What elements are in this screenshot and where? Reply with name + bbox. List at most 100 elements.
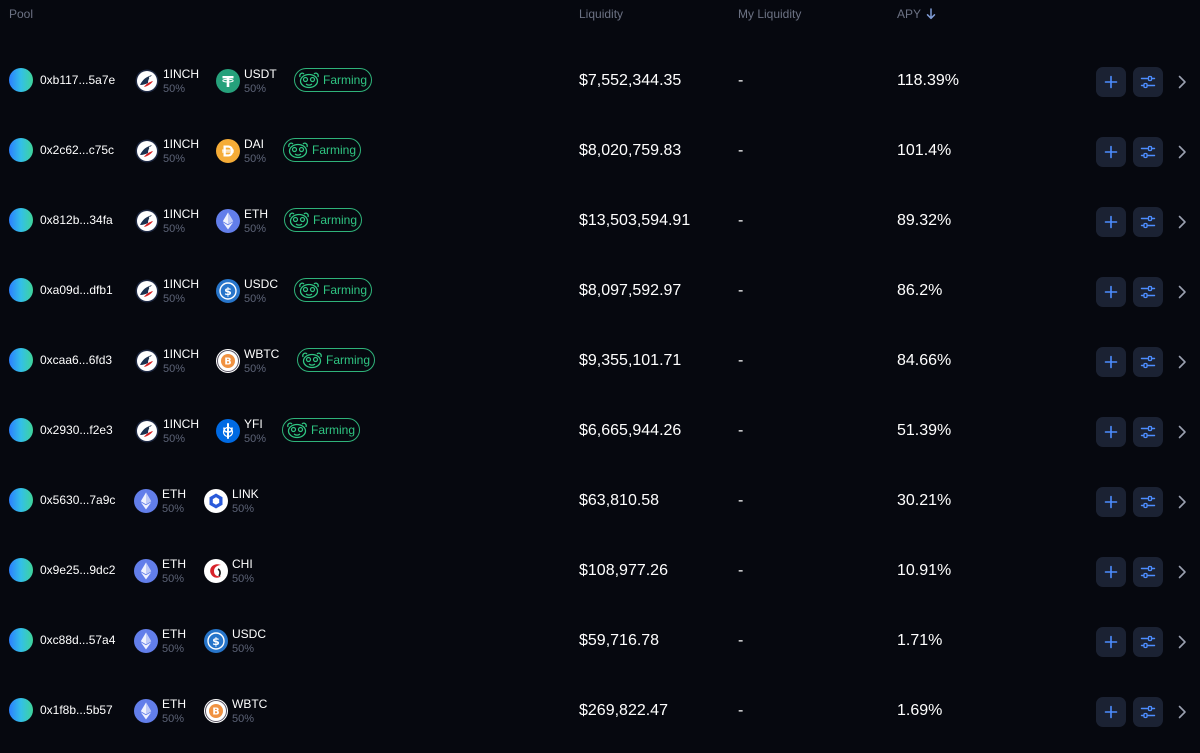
eth-icon <box>216 209 240 233</box>
pool-settings-button[interactable] <box>1133 277 1163 307</box>
farming-badge[interactable]: Farming <box>297 348 375 372</box>
add-liquidity-button[interactable] <box>1096 697 1126 727</box>
pool-settings-button[interactable] <box>1133 557 1163 587</box>
token0-symbol: ETH <box>162 487 186 501</box>
pool-settings-button[interactable] <box>1133 347 1163 377</box>
pool-settings-button[interactable] <box>1133 697 1163 727</box>
token1-weight: 50% <box>232 643 255 655</box>
token0-symbol: 1INCH <box>163 137 200 151</box>
chevron-right-icon[interactable] <box>1175 73 1189 91</box>
liquidity-value: $7,552,344.35 <box>579 72 682 89</box>
add-liquidity-button[interactable] <box>1096 487 1126 517</box>
pool-row[interactable]: 0xc88d...57a4 ETH 50% $ USDC 50% $59,716.78 - 1.… <box>0 606 1200 676</box>
token0-weight: 50% <box>162 573 185 585</box>
add-liquidity-button[interactable] <box>1096 137 1126 167</box>
pool-avatar-icon <box>9 698 33 722</box>
sliders-icon <box>1140 635 1156 649</box>
apy-value: 30.21% <box>897 492 952 509</box>
farming-badge[interactable]: Farming <box>294 68 372 92</box>
chevron-right-icon[interactable] <box>1175 703 1189 721</box>
eth-icon <box>134 629 158 653</box>
column-header-my-liquidity[interactable]: My Liquidity <box>738 7 802 21</box>
pool-avatar-icon <box>9 628 33 652</box>
column-header-liquidity[interactable]: Liquidity <box>579 7 624 21</box>
token1-weight: 50% <box>244 223 267 235</box>
farming-label: Farming <box>323 283 368 297</box>
pool-row[interactable]: 0xb117...5a7e 1INCH 50% USDT 50% Farming $7,55… <box>0 46 1200 116</box>
token0-weight: 50% <box>163 223 186 235</box>
pool-address[interactable]: 0x9e25...9dc2 <box>40 563 116 577</box>
sliders-icon <box>1140 215 1156 229</box>
svg-text:B: B <box>212 707 219 718</box>
chevron-right-icon[interactable] <box>1175 423 1189 441</box>
pool-row[interactable]: 0x9e25...9dc2 ETH 50% CHI 50% $108,977.26 - 10.… <box>0 536 1200 606</box>
pool-settings-button[interactable] <box>1133 487 1163 517</box>
add-liquidity-button[interactable] <box>1096 417 1126 447</box>
token1-symbol: LINK <box>232 487 259 501</box>
farming-label: Farming <box>323 73 368 87</box>
chevron-right-icon[interactable] <box>1175 213 1189 231</box>
chevron-right-icon[interactable] <box>1175 283 1189 301</box>
pool-row[interactable]: 0x812b...34fa 1INCH 50% ETH 50% Farming $13,50… <box>0 186 1200 256</box>
liquidity-value: $269,822.47 <box>579 702 668 719</box>
apy-value: 118.39% <box>897 72 959 89</box>
add-liquidity-button[interactable] <box>1096 277 1126 307</box>
svg-text:$: $ <box>212 635 220 648</box>
farming-badge[interactable]: Farming <box>294 278 372 302</box>
liquidity-value: $8,020,759.83 <box>579 142 682 159</box>
pool-row[interactable]: 0xa09d...dfb1 1INCH 50% $ USDC 50% Farming $8,0… <box>0 256 1200 326</box>
chevron-right-icon[interactable] <box>1175 493 1189 511</box>
usdc-icon: $ <box>216 279 240 303</box>
pool-avatar-icon <box>9 278 33 302</box>
sliders-icon <box>1140 495 1156 509</box>
dai-icon <box>216 139 240 163</box>
wbtc-icon: B <box>204 699 228 723</box>
pool-address[interactable]: 0x2c62...c75c <box>40 143 115 157</box>
pool-settings-button[interactable] <box>1133 137 1163 167</box>
pool-row[interactable]: 0x2c62...c75c 1INCH 50% DAI 50% Farming $8,020… <box>0 116 1200 186</box>
pool-row[interactable]: 0x2930...f2e3 1INCH 50% YFI 50% Farming $6,665… <box>0 396 1200 466</box>
pool-avatar-icon <box>9 418 33 442</box>
farming-badge[interactable]: Farming <box>282 418 360 442</box>
add-liquidity-button[interactable] <box>1096 557 1126 587</box>
add-liquidity-button[interactable] <box>1096 347 1126 377</box>
sliders-icon <box>1140 145 1156 159</box>
my-liquidity-value: - <box>738 282 744 299</box>
my-liquidity-value: - <box>738 72 744 89</box>
pool-address[interactable]: 0xc88d...57a4 <box>40 633 116 647</box>
apy-value: 84.66% <box>897 352 952 369</box>
token1-weight: 50% <box>244 433 267 445</box>
column-header-pool[interactable]: Pool <box>9 7 34 21</box>
chevron-right-icon[interactable] <box>1175 143 1189 161</box>
liquidity-value: $59,716.78 <box>579 632 660 649</box>
farming-mascot-icon <box>299 282 319 299</box>
1inch-icon <box>135 139 159 163</box>
pool-row[interactable]: 0xcaa6...6fd3 1INCH 50% B WBTC 50% Farming $9,3… <box>0 326 1200 396</box>
token1-weight: 50% <box>232 713 255 725</box>
pool-settings-button[interactable] <box>1133 67 1163 97</box>
pool-address[interactable]: 0x812b...34fa <box>40 213 113 227</box>
pool-address[interactable]: 0xb117...5a7e <box>40 73 116 87</box>
pool-settings-button[interactable] <box>1133 627 1163 657</box>
eth-icon <box>134 559 158 583</box>
column-header-apy[interactable]: APY <box>897 7 936 21</box>
pool-address[interactable]: 0x5630...7a9c <box>40 493 116 507</box>
chevron-right-icon[interactable] <box>1175 353 1189 371</box>
chevron-right-icon[interactable] <box>1175 633 1189 651</box>
farming-badge[interactable]: Farming <box>283 138 361 162</box>
add-liquidity-button[interactable] <box>1096 67 1126 97</box>
chevron-right-icon[interactable] <box>1175 563 1189 581</box>
pool-address[interactable]: 0x2930...f2e3 <box>40 423 113 437</box>
pool-row[interactable]: 0x1f8b...5b57 ETH 50% B WBTC 50% $269,822.47 - 1… <box>0 676 1200 746</box>
pool-address[interactable]: 0x1f8b...5b57 <box>40 703 113 717</box>
farming-badge[interactable]: Farming <box>284 208 362 232</box>
pool-address[interactable]: 0xcaa6...6fd3 <box>40 353 113 367</box>
pool-settings-button[interactable] <box>1133 207 1163 237</box>
token1-symbol: WBTC <box>244 347 280 361</box>
add-liquidity-button[interactable] <box>1096 627 1126 657</box>
table-header: Pool Liquidity My Liquidity APY <box>0 0 1200 28</box>
pool-address[interactable]: 0xa09d...dfb1 <box>40 283 113 297</box>
pool-settings-button[interactable] <box>1133 417 1163 447</box>
add-liquidity-button[interactable] <box>1096 207 1126 237</box>
pool-row[interactable]: 0x5630...7a9c ETH 50% LINK 50% $63,810.58 - 30.… <box>0 466 1200 536</box>
